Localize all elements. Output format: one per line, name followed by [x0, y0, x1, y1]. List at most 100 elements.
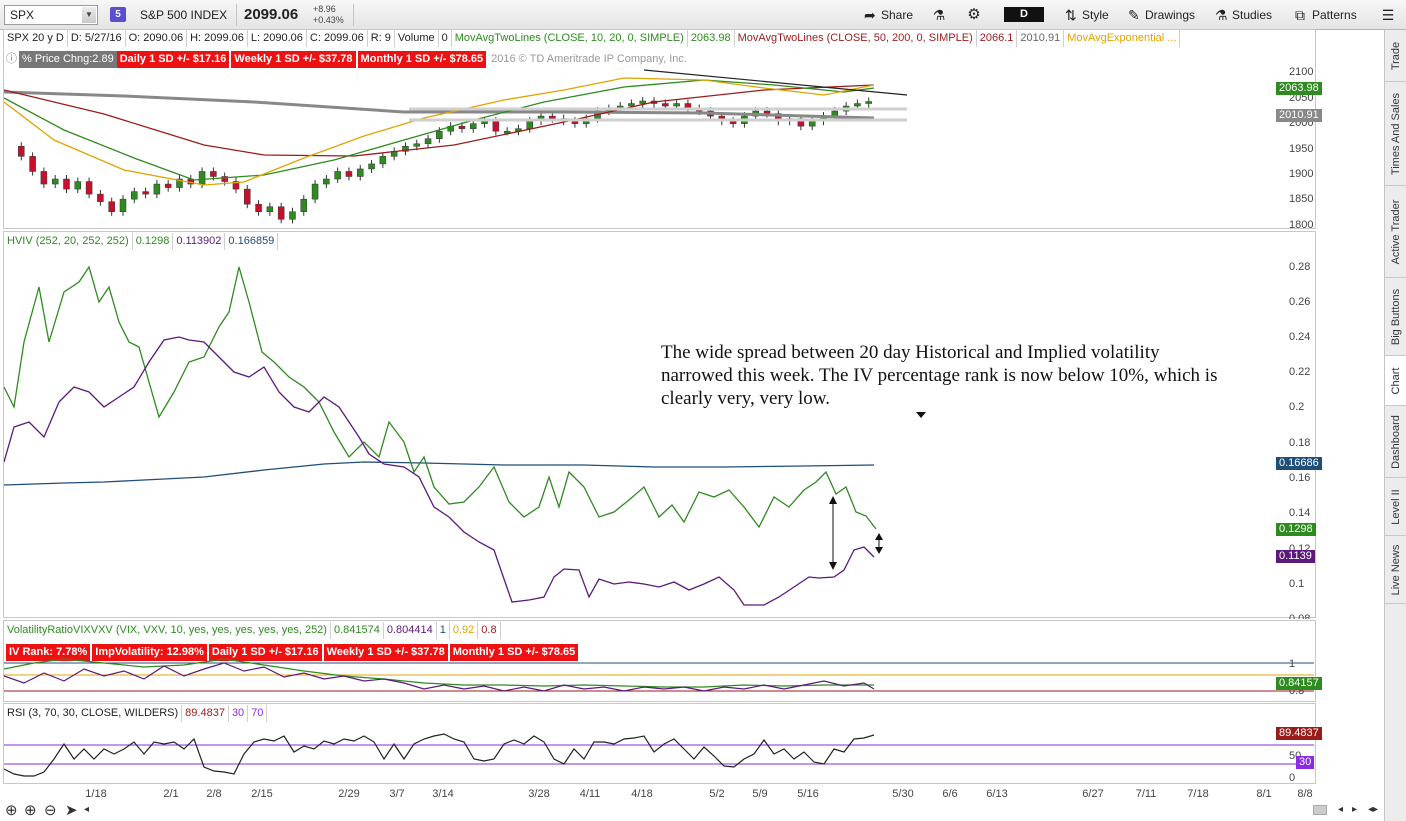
scrollbar-thumb[interactable] [1313, 805, 1327, 815]
symbol-dropdown-icon[interactable]: ▼ [82, 7, 96, 23]
candle-down [164, 183, 172, 188]
link-group-badge[interactable]: 5 [110, 7, 126, 22]
aggregation-button[interactable]: D [1004, 7, 1044, 22]
candle-down [549, 115, 556, 119]
flask-icon: ⚗ [1215, 7, 1228, 23]
tab-dashboard[interactable]: Dashboard [1385, 406, 1406, 478]
tab-times-and-sales[interactable]: Times And Sales [1385, 82, 1406, 186]
tab-chart[interactable]: Chart [1385, 356, 1406, 406]
y-tick-label: 0 [1289, 772, 1295, 784]
ma200-price-tag: 2010.91 [1276, 109, 1322, 122]
rsi-30-tag: 30 [1296, 756, 1315, 769]
price-chips: ⓘ% Price Chng:2.89 Daily 1 SD +/- $17.16 W… [4, 51, 690, 69]
expand-icon[interactable]: ◂▸ [1368, 804, 1379, 815]
header-volume-label: Volume [395, 30, 439, 47]
y-tick-label: 1950 [1289, 143, 1313, 155]
volatility-ratio-panel[interactable]: VolatilityRatioVIXVXV (VIX, VXV, 10, yes… [3, 620, 1322, 702]
date-tick-label: 4/11 [580, 788, 601, 800]
tab-label: Trade [1389, 41, 1402, 70]
symbol-value: SPX [10, 8, 35, 22]
tab-trade[interactable]: Trade [1385, 30, 1406, 82]
candle-down [277, 206, 285, 220]
rsi-oversold: 30 [229, 705, 249, 722]
candle-down [232, 181, 240, 190]
drawings-button[interactable]: ✎ Drawings [1125, 3, 1195, 27]
date-tick-label: 2/29 [338, 788, 359, 800]
studies-button[interactable]: ⚗ Studies [1212, 3, 1272, 27]
candle-up [153, 183, 161, 195]
candle-up [526, 120, 533, 129]
share-button[interactable]: ➦ Share [861, 3, 913, 27]
scroll-left-icon[interactable]: ◂ [1338, 804, 1344, 815]
candle-down [221, 176, 228, 182]
date-tick-label: 3/14 [432, 788, 453, 800]
bottom-bar: ⊕ ⊕ ⊖ ➤ ◂ ◂ ▸ ◂▸ [0, 798, 1384, 821]
tab-level-ii[interactable]: Level II [1385, 478, 1406, 536]
ma-20-line [4, 79, 875, 181]
settings-button[interactable]: ⚙ [963, 3, 985, 27]
date-tick-label: 7/11 [1136, 788, 1157, 800]
ma3-label[interactable]: MovAvgExponential ... [1064, 30, 1181, 47]
zoom-in-icon[interactable]: ⊕ [24, 802, 37, 819]
pointer-icon[interactable]: ➤ [65, 802, 78, 819]
gear-icon: ⚙ [967, 6, 981, 23]
style-label: Style [1082, 8, 1109, 22]
crosshair-icon[interactable]: ⊕ [5, 802, 18, 819]
scroll-left-icon[interactable]: ◂ [84, 804, 90, 815]
rsi-chart: 100500 [4, 727, 1314, 784]
ma1-label[interactable]: MovAvgTwoLines (CLOSE, 10, 20, 0, SIMPLE… [452, 30, 688, 47]
candle-up [503, 130, 511, 134]
annotation-pointer [916, 412, 926, 418]
date-tick-label: 8/8 [1297, 788, 1312, 800]
candle-down [63, 178, 70, 190]
hviv-label[interactable]: HVIV (252, 20, 252, 252) [4, 233, 133, 250]
vr-value-5: 0.8 [478, 622, 501, 639]
candle-up [119, 198, 127, 212]
zoom-out-icon[interactable]: ⊖ [44, 802, 57, 819]
iv-percentile-line [4, 461, 875, 486]
menu-button[interactable]: ☰ [1378, 3, 1398, 27]
iv-rank-chip: IV Rank: 7.78% [6, 644, 91, 661]
y-tick-label: 2050 [1289, 92, 1313, 104]
candle-down [142, 191, 149, 195]
tab-big-buttons[interactable]: Big Buttons [1385, 278, 1406, 356]
candle-down [108, 201, 115, 212]
tab-label: Big Buttons [1389, 288, 1402, 345]
vr-chart: 10.8 [4, 658, 1314, 697]
alert-icon[interactable]: ⓘ [6, 53, 17, 65]
ma2-label[interactable]: MovAvgTwoLines (CLOSE, 50, 200, 0, SIMPL… [735, 30, 977, 47]
candle-up [334, 171, 341, 180]
hviv-panel[interactable]: HVIV (252, 20, 252, 252) 0.1298 0.113902 0.… [3, 231, 1322, 619]
candle-down [763, 110, 771, 114]
hviv-header: HVIV (252, 20, 252, 252) 0.1298 0.113902 0.… [4, 233, 279, 251]
patterns-button[interactable]: ⧉ Patterns [1292, 3, 1357, 27]
y-tick-label: 0.22 [1289, 366, 1310, 378]
date-tick-label: 6/6 [942, 788, 957, 800]
tab-label: Active Trader [1389, 199, 1402, 264]
header-close: C: 2099.06 [307, 30, 368, 47]
rsi-panel[interactable]: RSI (3, 70, 30, CLOSE, WILDERS) 89.4837 30… [3, 703, 1322, 784]
tab-active-trader[interactable]: Active Trader [1385, 186, 1406, 278]
rsi-label[interactable]: RSI (3, 70, 30, CLOSE, WILDERS) [4, 705, 183, 722]
vr-label[interactable]: VolatilityRatioVIXVXV (VIX, VXV, 10, yes… [4, 622, 331, 639]
date-tick-label: 1/18 [85, 788, 106, 800]
pencil-icon: ✎ [1128, 7, 1140, 23]
candle-down [729, 120, 737, 124]
candle-up [176, 178, 183, 188]
rsi-tag: 89.4837 [1276, 727, 1322, 740]
tab-live-news[interactable]: Live News [1385, 536, 1406, 604]
scroll-right-icon[interactable]: ▸ [1352, 804, 1358, 815]
date-tick-label: 2/15 [251, 788, 272, 800]
symbol-input[interactable]: SPX ▼ [4, 5, 98, 25]
candle-down [97, 193, 104, 202]
flask-button[interactable]: ⚗ [928, 3, 950, 27]
price-panel[interactable]: SPX 20 y D D: 5/27/16 O: 2090.06 H: 2099.06… [3, 29, 1322, 230]
date-tick-label: 6/13 [986, 788, 1007, 800]
style-icon: ⇅ [1065, 7, 1077, 23]
candle-up [323, 178, 330, 185]
percent-change: +0.43% [313, 15, 344, 25]
last-price: 2099.06 [244, 6, 299, 23]
style-button[interactable]: ⇅ Style [1062, 3, 1109, 27]
volatility-annotation[interactable]: The wide spread between 20 day Historica… [661, 342, 1218, 409]
iv-tag: 0.1139 [1276, 550, 1315, 563]
